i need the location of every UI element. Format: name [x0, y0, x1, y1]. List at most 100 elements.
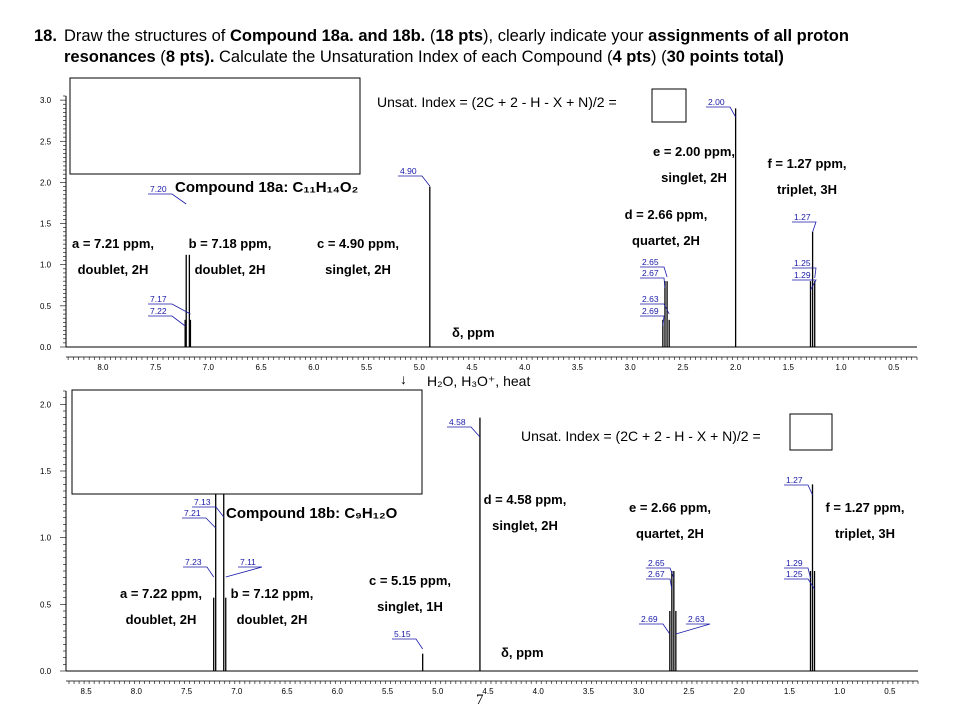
spectrum-18a-x-tick-label: 6.0 [308, 363, 320, 372]
q-text-2: ( [425, 27, 436, 45]
q-bold-5: 4 pts [612, 48, 651, 66]
spectrum-18a-x-tick-label: 2.0 [730, 363, 742, 372]
spectrum-18a-annotation-shift: b = 7.18 ppm, [189, 236, 272, 251]
spectrum-18b-peak-label: 7.21 [184, 508, 201, 518]
spectrum-18b-annotation-multiplicity: singlet, 2H [492, 518, 558, 533]
spectrum-18a-peak-label-leader [398, 175, 431, 187]
q-text-3: ), clearly indicate your [483, 27, 649, 45]
spectrum-18a-x-tick-label: 8.0 [97, 363, 109, 372]
spectrum-18b-peak-label: 1.25 [786, 569, 803, 579]
spectrum-18a-peak-label-leader [148, 193, 187, 205]
spectrum-18a-x-tick-label: 0.5 [888, 363, 900, 372]
spectrum-18b-x-tick-label: 6.0 [332, 687, 344, 696]
reaction-arrow-icon: ↓ [400, 371, 407, 387]
spectrum-18b-peak-label-leader [784, 484, 813, 496]
spectrum-18b-x-tick-label: 5.0 [432, 687, 444, 696]
spectrum-18b-peak-label-leader [392, 638, 424, 650]
spectrum-18b-peak-label: 7.13 [194, 497, 211, 507]
spectrum-18b-peak-label: 4.58 [449, 417, 466, 427]
spectrum-18a-peak-label-leader [640, 266, 668, 278]
q-text-5: Calculate the Unsaturation Index of each… [214, 48, 613, 66]
spectrum-18b-annotation-multiplicity: singlet, 1H [377, 599, 443, 614]
spectrum-18b-peak-label-leader [447, 426, 481, 438]
q-bold-4: 8 pts). [165, 48, 215, 66]
spectrum-18b-y-tick-label: 1.0 [40, 534, 52, 543]
spectrum-18b-annotation-shift: c = 5.15 ppm, [369, 573, 451, 588]
spectrum-18a-peak-label-leader [640, 303, 670, 315]
spectrum-18a-annotation-shift: a = 7.21 ppm, [72, 236, 154, 251]
spectrum-18a-x-tick-label: 7.5 [150, 363, 162, 372]
spectrum-18b-y-tick-label: 0.5 [40, 600, 52, 609]
spectrum-18a-x-label: δ, ppm [452, 325, 495, 340]
spectrum-18a-peak-label: 2.63 [642, 294, 659, 304]
spectrum-18a-peak-label-leader [148, 303, 191, 315]
spectrum-18a-peak-label-leader [640, 277, 666, 289]
spectrum-18a-annotation-multiplicity: doublet, 2H [195, 262, 266, 277]
spectrum-18b-peak-label: 7.23 [185, 557, 202, 567]
spectrum-18b-annotation-shift: a = 7.22 ppm, [120, 586, 202, 601]
spectrum-18b-peak-label: 2.65 [648, 558, 665, 568]
spectrum-18a-unsat-answer-box [651, 88, 687, 123]
spectrum-18b-peak-label-leader [784, 567, 811, 579]
page-number: 7 [476, 692, 484, 708]
spectrum-18a-x-tick-label: 3.0 [625, 363, 637, 372]
spectrum-18a-peak-label: 7.22 [150, 306, 167, 316]
spectrum-18a-annotation-shift: d = 2.66 ppm, [625, 207, 708, 222]
spectrum-18b-x-tick-label: 5.5 [382, 687, 394, 696]
spectrum-18a-x-tick-label: 5.5 [361, 363, 373, 372]
spectrum-18a-peak-label: 7.20 [150, 184, 167, 194]
spectrum-18a-peak-label-leader [706, 106, 736, 118]
question-number: 18. [34, 27, 57, 45]
spectrum-18a-annotation-multiplicity: doublet, 2H [78, 262, 149, 277]
spectrum-18b-annotation-shift: d = 4.58 ppm, [484, 492, 567, 507]
reaction-conditions: H₂O, H₃O⁺, heat [427, 373, 530, 389]
spectrum-18a-unsat-label: Unsat. Index = (2C + 2 - H - X + N)/2 = [377, 94, 617, 110]
spectrum-18a-peak-label: 1.27 [794, 212, 811, 222]
spectrum-18b-x-tick-label: 2.5 [683, 687, 695, 696]
spectrum-18a-peak-label: 2.67 [642, 268, 659, 278]
spectrum-18a-x-tick-label: 5.0 [414, 363, 426, 372]
spectrum-18b-x-tick-label: 1.0 [834, 687, 846, 696]
spectrum-18b-peak-label-leader [192, 506, 225, 518]
spectrum-18b-x-tick-label: 4.5 [482, 687, 494, 696]
spectrum-18a-peak-label: 1.25 [794, 258, 811, 268]
spectrum-18b-x-tick-label: 0.5 [884, 687, 896, 696]
spectrum-18a-peak-label-leader [792, 221, 817, 233]
spectrum-18b-x-tick-label: 2.0 [734, 687, 746, 696]
spectrum-18a-annotation-shift: e = 2.00 ppm, [653, 144, 735, 159]
spectrum-18b-peak-label-leader [183, 566, 215, 578]
spectrum-18a-peak-label-leader [792, 267, 817, 279]
spectrum-18a-annotation-multiplicity: singlet, 2H [325, 262, 391, 277]
q-text-6: ) ( [651, 48, 667, 66]
spectrum-18a-peak-label: 2.69 [642, 306, 659, 316]
spectrum-18b-annotation-multiplicity: triplet, 3H [835, 526, 895, 541]
spectrum-18a-x-tick-label: 3.5 [572, 363, 584, 372]
spectrum-18a-x-tick-label: 1.5 [783, 363, 795, 372]
spectrum-18b-unsat-label: Unsat. Index = (2C + 2 - H - X + N)/2 = [521, 428, 761, 444]
spectrum-18a-peak-label-leader [640, 315, 665, 327]
spectrum-18a-annotation-multiplicity: quartet, 2H [632, 233, 700, 248]
q-bold-1: Compound 18a. and 18b. [229, 27, 426, 45]
spectrum-18a-annotation-multiplicity: triplet, 3H [777, 182, 837, 197]
spectrum-18b-peak-label: 2.69 [641, 614, 658, 624]
q-text-4: ( [155, 48, 166, 66]
question-text: 18. Draw the structures of Compound 18a.… [34, 26, 944, 68]
spectrum-18b-peak-label: 2.67 [648, 569, 665, 579]
spectrum-18b-x-tick-label: 4.0 [533, 687, 545, 696]
spectrum-18a-peak-label: 1.29 [794, 270, 811, 280]
spectrum-18a-peak-label: 4.90 [400, 166, 417, 176]
spectrum-18b-structure-answer-box [71, 389, 423, 495]
spectrum-18b-x-tick-label: 3.0 [633, 687, 645, 696]
spectrum-18b-peak-label: 5.15 [394, 629, 411, 639]
spectrum-18b-y-tick-label: 2.0 [40, 400, 52, 409]
spectrum-18b-peak-label-leader [675, 623, 711, 635]
spectrum-18b-x-tick-label: 7.5 [181, 687, 193, 696]
spectrum-18a-y-tick-label: 1.0 [40, 261, 52, 270]
spectrum-18a-x-tick-label: 1.0 [836, 363, 848, 372]
spectrum-18a-peak-label: 2.00 [708, 97, 725, 107]
spectrum-18b-x-tick-label: 3.5 [583, 687, 595, 696]
spectrum-18a-y-tick-label: 1.5 [40, 220, 52, 229]
spectrum-18b-peak-label-leader [639, 623, 671, 635]
spectrum-18b-annotation-shift: f = 1.27 ppm, [825, 500, 904, 515]
